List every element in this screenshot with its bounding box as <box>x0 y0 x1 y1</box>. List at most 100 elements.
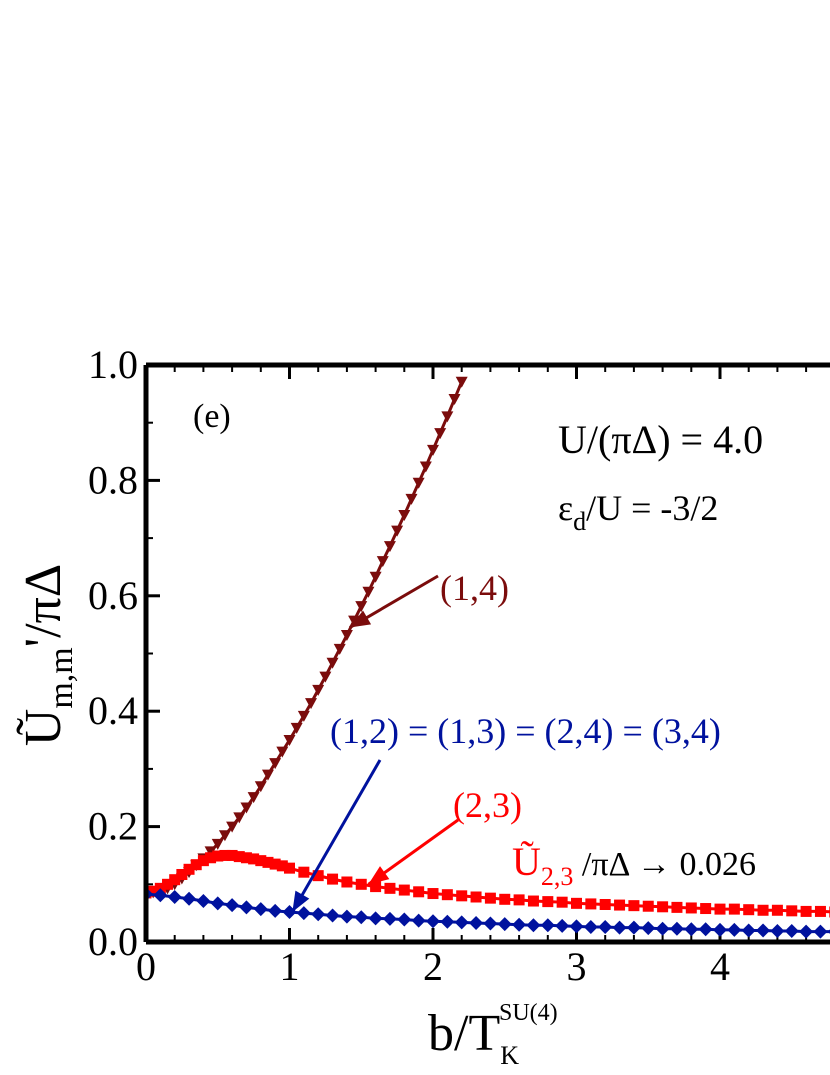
data-point <box>441 411 454 423</box>
data-point <box>298 866 310 878</box>
data-point <box>770 924 785 939</box>
data-point <box>212 850 224 862</box>
data-point <box>527 895 539 907</box>
data-point <box>728 903 740 915</box>
annotation-label-degenerate: (1,2) = (1,3) = (2,4) = (3,4) <box>330 711 721 751</box>
data-point <box>369 571 382 583</box>
data-point <box>248 853 260 865</box>
param-ed-tail: /U = -3/2 <box>586 488 718 528</box>
data-point <box>340 630 353 642</box>
data-point <box>326 657 339 669</box>
data-point <box>398 884 410 896</box>
data-point <box>571 897 582 909</box>
data-point <box>771 904 783 916</box>
data-point <box>253 902 268 917</box>
data-point <box>397 912 412 927</box>
y-axis-title-sub: m,m <box>43 647 80 708</box>
data-point <box>276 860 288 872</box>
data-point <box>261 769 274 781</box>
annotation-arrowhead <box>368 866 390 885</box>
data-point <box>741 923 756 938</box>
data-point <box>628 900 640 912</box>
data-point <box>384 882 396 894</box>
panel-label: (e) <box>193 398 231 435</box>
annotation-arrow-degenerate <box>291 759 382 913</box>
data-point <box>411 913 426 928</box>
data-point <box>598 919 613 934</box>
data-point <box>784 924 799 939</box>
data-point <box>240 852 252 864</box>
data-point <box>226 849 238 861</box>
x-axis-title: b/TK SU(4) <box>428 1000 558 1070</box>
data-point <box>176 868 188 880</box>
data-point <box>756 923 771 938</box>
data-point <box>427 444 439 456</box>
x-axis-title-main: b/T <box>428 1005 500 1062</box>
data-point <box>319 671 332 683</box>
annotation-label-1-4: (1,4) <box>440 568 509 608</box>
data-point <box>427 888 439 900</box>
data-point <box>382 911 397 926</box>
data-point <box>341 876 353 888</box>
x-tick-label: 2 <box>423 944 443 989</box>
data-point <box>269 858 281 870</box>
data-point <box>297 710 310 722</box>
data-point <box>448 394 461 406</box>
x-tick-label: 1 <box>280 944 300 989</box>
data-point <box>799 924 814 939</box>
data-point <box>786 905 798 917</box>
data-point <box>312 870 324 882</box>
data-point <box>296 906 311 921</box>
data-point <box>626 920 641 935</box>
data-point <box>657 901 669 913</box>
data-point <box>583 919 598 934</box>
data-point <box>470 891 482 903</box>
data-point <box>197 855 209 867</box>
data-point <box>355 601 368 613</box>
data-point <box>700 903 712 915</box>
data-point <box>800 905 812 917</box>
series-layer <box>146 376 830 939</box>
x-tick-label: 4 <box>710 944 730 989</box>
y-axis-title-main: Ũ <box>15 709 72 747</box>
data-point <box>556 896 568 908</box>
data-point <box>362 586 375 598</box>
data-point <box>413 886 425 898</box>
data-point <box>269 758 282 770</box>
data-point <box>167 889 182 904</box>
data-point <box>454 915 469 930</box>
data-point <box>614 899 626 911</box>
data-point <box>376 556 389 568</box>
data-point <box>205 852 217 864</box>
data-point <box>262 856 274 868</box>
data-point <box>456 890 468 902</box>
x-tick-label: 0 <box>136 944 156 989</box>
data-point <box>327 873 339 885</box>
y-axis-title-tail: /πΔ <box>15 564 72 638</box>
data-point <box>339 909 354 924</box>
data-point <box>354 910 369 925</box>
data-point <box>153 888 168 903</box>
data-point <box>455 376 468 388</box>
data-point <box>684 922 699 937</box>
y-tick-label: 0.0 <box>88 919 138 964</box>
y-tick-label: 0.8 <box>88 457 138 502</box>
y-axis-title-prime: ' <box>15 638 72 647</box>
series-line-0 <box>146 381 464 895</box>
data-point <box>484 892 496 904</box>
data-point <box>599 898 611 910</box>
data-point <box>240 802 253 814</box>
x-tick-label: 3 <box>567 944 587 989</box>
data-point <box>368 911 383 926</box>
data-point <box>655 921 670 936</box>
data-point <box>383 541 396 553</box>
data-point <box>196 894 211 909</box>
param-ed-sub: d <box>573 507 586 536</box>
data-point <box>813 924 828 939</box>
data-point <box>685 902 697 914</box>
data-point <box>757 904 769 916</box>
data-point <box>569 919 584 934</box>
asymptote-sub: 2,3 <box>541 862 574 891</box>
data-point <box>169 874 181 886</box>
